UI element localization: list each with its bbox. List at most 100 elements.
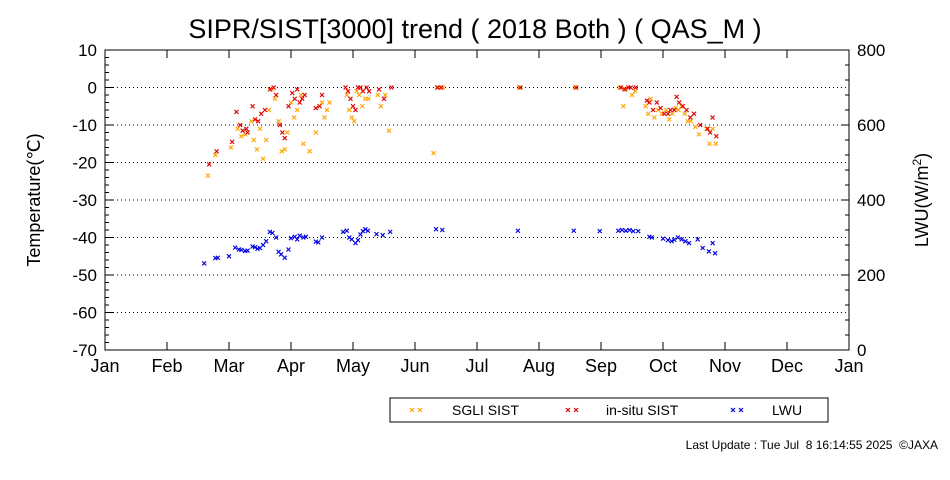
data-point [206,161,212,167]
data-point [248,118,254,124]
data-point [344,92,350,98]
data-point [319,235,325,240]
data-point [691,111,697,117]
data-points [201,85,719,266]
data-point [713,141,719,147]
data-point [245,248,251,254]
data-point [674,94,680,100]
data-point [710,115,716,120]
data-point [234,109,239,115]
data-point [627,227,632,233]
y-left-tick-label: 0 [88,79,97,98]
data-point [680,103,686,109]
data-point [712,250,718,256]
data-point [707,141,712,147]
data-point [682,238,688,244]
data-point [226,253,232,259]
data-point [243,126,249,132]
y-left-tick-label: -40 [72,229,97,248]
data-point [278,251,284,257]
data-point [629,92,635,98]
data-point [648,96,654,102]
data-point [252,116,258,122]
data-point [366,88,372,94]
data-point [688,118,694,124]
data-point [286,103,291,109]
data-point [257,126,263,132]
data-point [375,92,381,98]
data-point [434,85,440,90]
data-point [669,111,675,117]
x-axis: Jan Feb Mar Apr May Jun Jul Aug Sep Oct Nov Dec Jan [90,50,864,376]
y-axis-right: 800 600 400 200 0 [841,41,885,360]
data-point [294,236,300,242]
data-point [297,233,303,239]
data-point [438,85,444,90]
data-point [630,228,636,234]
data-point [359,103,365,109]
data-point [262,107,268,113]
data-point [267,86,273,92]
data-point [282,146,288,152]
x-tick-label: Jun [400,356,429,376]
data-point [279,148,285,154]
data-point [515,228,521,234]
y-left-tick-label: -20 [72,154,97,173]
data-point [277,122,283,128]
legend-label: LWU [772,402,802,418]
legend-marker [738,407,744,413]
data-point [346,107,352,113]
data-point [376,86,382,92]
data-point [619,227,625,233]
legend-marker [573,407,579,413]
data-point [327,100,332,105]
data-point [387,229,393,235]
y-axis-right-label-sup: 2 [910,159,924,166]
y-axis-right-label-close: ) [912,153,932,159]
x-tick-label: Jan [90,356,119,376]
data-point [353,107,358,113]
data-point [288,235,294,241]
data-point [212,152,218,158]
data-point [684,107,689,113]
data-point [356,92,362,98]
data-point [289,90,295,96]
data-point [658,105,663,111]
data-point [635,228,641,234]
data-point [237,122,243,128]
legend-marker [565,407,571,413]
data-point [228,145,234,150]
data-point [679,236,685,242]
data-point [260,156,266,162]
data-point [382,92,388,98]
x-tick-label: Feb [151,356,182,376]
data-point [646,100,652,105]
data-point [358,85,363,90]
data-point [687,115,693,120]
data-point [271,85,277,90]
data-point [297,100,303,105]
data-point [273,92,279,98]
data-point [272,96,278,102]
data-point [386,128,392,134]
data-point [517,85,523,90]
y-right-tick-label: 0 [857,341,866,360]
data-point [258,111,264,117]
data-point [374,231,379,237]
data-point [615,228,621,234]
data-point [345,88,351,94]
data-point [294,86,300,92]
y-left-tick-label: -10 [72,116,97,135]
y-axis-right-label: LWU(W/m2) [910,153,932,247]
data-point [572,85,578,90]
grid-lines [105,87,849,313]
data-point [649,235,655,240]
data-point [633,85,639,90]
data-point [252,244,258,250]
data-point [266,107,272,113]
data-point [706,248,712,254]
legend-marker [730,407,736,413]
data-point [232,245,238,251]
data-point [622,86,627,92]
chart-title: SIPR/SIST[3000] trend ( 2018 Both ) ( QA… [188,14,761,44]
